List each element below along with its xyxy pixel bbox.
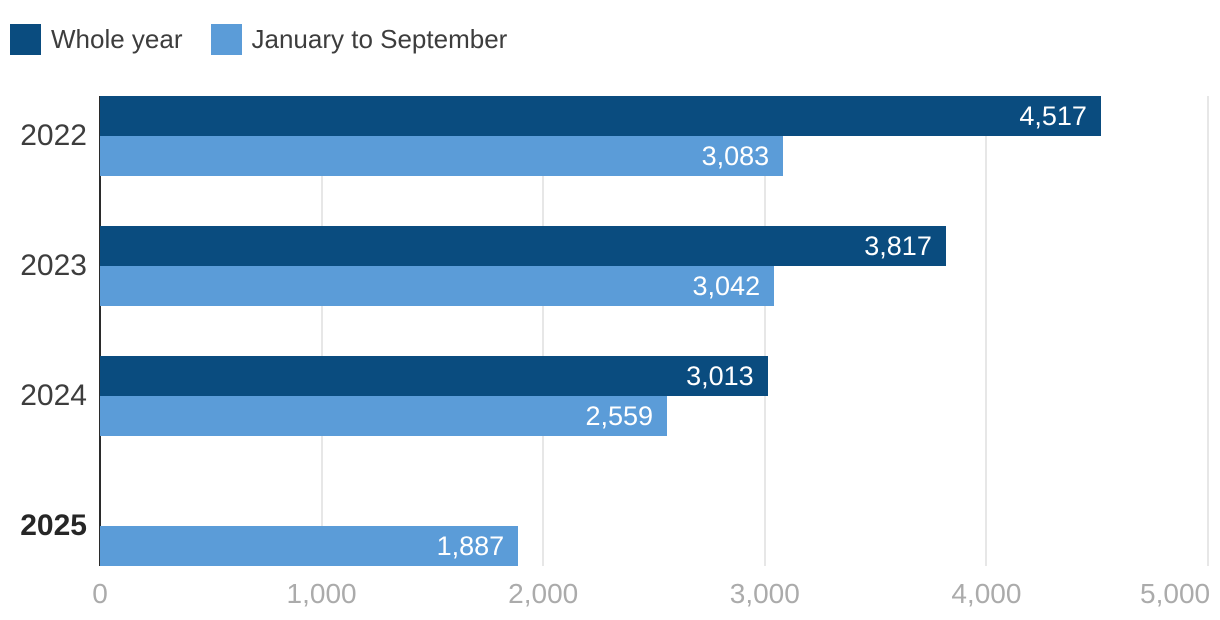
gridline-5000 (1207, 96, 1209, 566)
x-tick-0: 0 (92, 578, 108, 609)
x-tick-3000: 3,000 (729, 578, 800, 609)
legend-swatch-whole-year (10, 24, 41, 55)
legend-item-whole-year: Whole year (10, 24, 183, 55)
bar-whole-year-2022: 4,517 (100, 96, 1101, 136)
legend-swatch-jan-to-sep (210, 24, 242, 55)
gridline-1000 (320, 96, 323, 566)
gridline-2000 (542, 96, 545, 566)
value-label: 3,013 (686, 361, 754, 391)
bar-group-2022: 2022 4,517 3,083 (20, 96, 1208, 176)
bar-group-2023: 2023 3,817 3,042 (20, 226, 1208, 306)
category-label-2022: 2022 (20, 119, 87, 152)
gridlines (99, 96, 1209, 566)
x-tick-2000: 2,000 (508, 578, 579, 609)
x-tick-4000: 4,000 (951, 578, 1022, 609)
bar-whole-year-2023: 3,817 (100, 226, 946, 266)
y-axis-line (99, 96, 101, 566)
bar-group-2024: 2024 3,013 2,559 (20, 356, 1208, 436)
category-label-2023: 2023 (20, 249, 87, 282)
bar-group-2025: 2025 1,887 (20, 486, 1208, 566)
bar-jan-to-sep-2025: 1,887 (100, 526, 519, 566)
x-tick-1000: 1,000 (286, 578, 357, 609)
value-label: 4,517 (1019, 101, 1087, 131)
value-label: 3,817 (864, 231, 932, 261)
legend-item-jan-to-sep: January to September (210, 24, 508, 55)
bar-rows: 2022 4,517 3,083 2023 3,817 3,042 2024 (20, 96, 1208, 566)
bar-jan-to-sep-2023: 3,042 (100, 266, 775, 306)
bar-jan-to-sep-2024: 2,559 (100, 396, 668, 436)
gridline-3000 (763, 96, 766, 566)
category-label-2025: 2025 (20, 509, 87, 542)
bar-jan-to-sep-2022: 3,083 (100, 136, 784, 176)
category-label-2024: 2024 (20, 379, 87, 412)
value-label: 3,042 (692, 271, 761, 301)
legend: Whole year January to September (10, 24, 507, 55)
plot-area: 2022 4,517 3,083 2023 3,817 3,042 2024 (20, 96, 1209, 566)
value-label: 1,887 (436, 531, 505, 561)
legend-label-whole-year: Whole year (51, 24, 183, 54)
bar-whole-year-2024: 3,013 (100, 356, 768, 396)
x-axis: 0 1,000 2,000 3,000 4,000 5,000 (92, 578, 1211, 612)
legend-label-jan-to-sep: January to September (251, 24, 508, 54)
value-label: 3,083 (701, 141, 770, 171)
x-tick-5000: 5,000 (1140, 578, 1211, 609)
gridline-4000 (985, 96, 988, 566)
value-label: 2,559 (585, 401, 654, 431)
